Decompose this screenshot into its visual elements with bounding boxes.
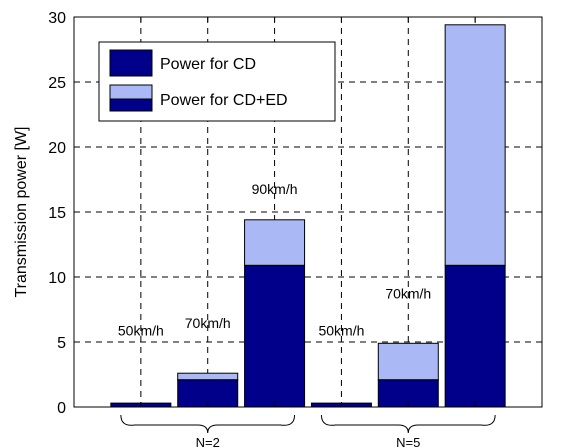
- y-tick-label: 5: [57, 335, 66, 352]
- legend-swatch-cded-bottom: [109, 98, 153, 112]
- group-brace: [320, 414, 496, 434]
- y-tick-label: 25: [48, 75, 66, 92]
- y-axis-title: Transmission power [W]: [13, 127, 30, 298]
- y-tick-label: 0: [57, 400, 66, 417]
- group-label: N=5: [396, 435, 420, 448]
- bar-ed: [244, 219, 306, 266]
- bar-speed-label: 70km/h: [185, 315, 231, 331]
- bar-ed: [377, 342, 439, 381]
- legend-label-cd: Power for CD: [160, 56, 256, 73]
- bars: [110, 24, 506, 408]
- legend-swatch-cd: [109, 49, 153, 77]
- group-brace: [120, 414, 296, 434]
- legend-label-cded: Power for CD+ED: [160, 92, 288, 109]
- bar-speed-label: 90km/h: [252, 181, 298, 197]
- bar-speed-label: 50km/h: [118, 323, 164, 339]
- y-tick-label: 10: [48, 270, 66, 287]
- y-tick-label: 20: [48, 140, 66, 157]
- bar-ed: [177, 372, 239, 381]
- group-label: N=2: [196, 435, 220, 448]
- group-annotations: N=2 N=5: [120, 414, 496, 448]
- bar-speed-label: 50km/h: [318, 323, 364, 339]
- y-tick-label: 15: [48, 205, 66, 222]
- bar-speed-label: 70km/h: [385, 285, 431, 301]
- y-axis: 0 5 10 15 20 25 30: [48, 10, 542, 417]
- bar-cd: [244, 264, 306, 408]
- y-tick-label: 30: [48, 10, 66, 27]
- bar-ed: [444, 24, 506, 266]
- legend-swatch-cded-top: [109, 84, 153, 100]
- legend: Power for CD Power for CD+ED: [98, 41, 336, 122]
- bar-cd: [444, 264, 506, 408]
